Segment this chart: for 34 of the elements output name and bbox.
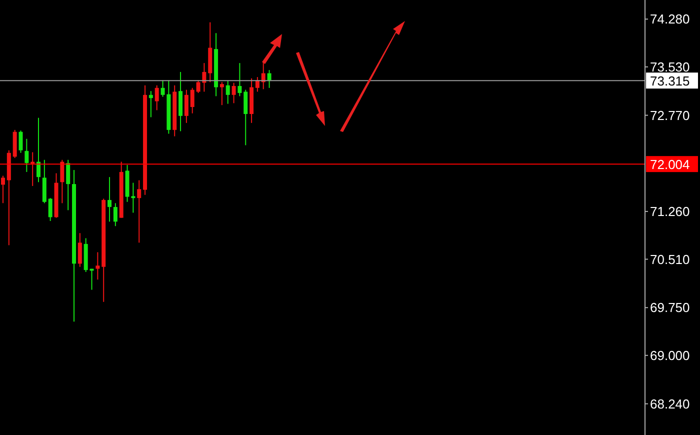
y-tick-label: 71.260 <box>650 204 690 220</box>
candlestick <box>238 62 242 97</box>
candlestick <box>36 117 41 183</box>
y-tick-label: 70.510 <box>650 252 690 267</box>
candlestick <box>261 61 266 90</box>
candlestick <box>108 176 112 222</box>
candlestick <box>190 87 194 114</box>
candlestick <box>255 76 260 92</box>
y-tick-label: 69.750 <box>650 300 690 316</box>
ref-line-label: 73.315 <box>650 74 690 89</box>
candlestick <box>78 232 82 268</box>
y-tick-label: 72.770 <box>650 108 690 123</box>
candlestick <box>244 89 248 146</box>
candlestick <box>226 80 230 104</box>
candlestick <box>148 90 153 118</box>
ref-line-label: 72.004 <box>650 157 690 172</box>
candlestick <box>18 130 23 154</box>
y-tick-label: 73.530 <box>650 59 690 74</box>
candlestick <box>232 82 236 104</box>
candlestick <box>66 159 70 211</box>
candlestick <box>154 84 159 111</box>
candlestick <box>137 180 142 244</box>
candlestick <box>220 82 224 106</box>
candlestick <box>48 198 52 222</box>
y-tick-label: 69.000 <box>650 348 690 364</box>
candlestick <box>96 252 100 280</box>
candlestick <box>267 70 272 88</box>
candlestick <box>113 202 118 227</box>
candlestick <box>1 175 5 204</box>
y-tick-label: 74.280 <box>650 12 690 27</box>
candlestick <box>184 89 188 124</box>
candlestick <box>60 159 64 204</box>
candlestick <box>24 138 29 172</box>
y-tick-label: 68.240 <box>650 396 690 412</box>
